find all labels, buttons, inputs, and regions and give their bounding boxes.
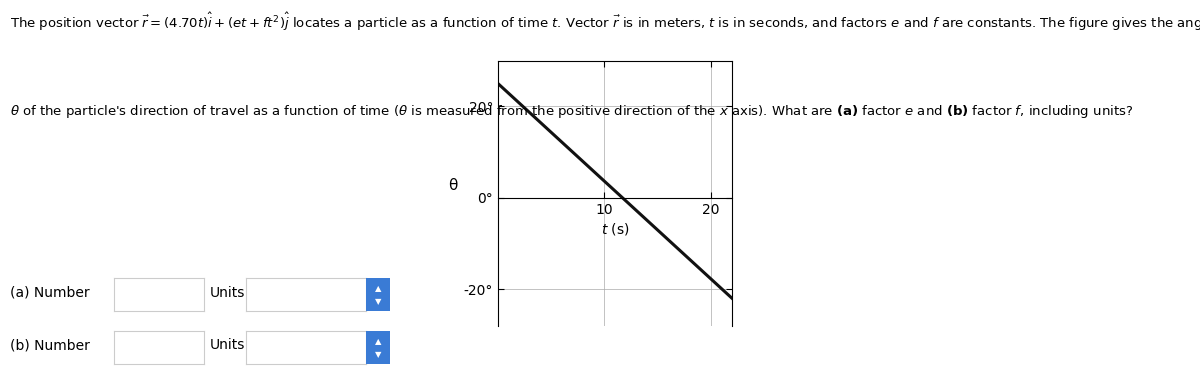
Text: ▼: ▼	[374, 297, 382, 305]
Text: (a) Number: (a) Number	[10, 286, 89, 300]
X-axis label: $t$ (s): $t$ (s)	[601, 221, 629, 237]
Text: ▼: ▼	[374, 350, 382, 359]
Text: $\theta$ of the particle's direction of travel as a function of time ($\theta$ i: $\theta$ of the particle's direction of …	[10, 103, 1133, 120]
Y-axis label: θ: θ	[448, 178, 457, 193]
Text: The position vector $\vec{r} = \left(4.70t\right)\hat{i} + \left(et + ft^2\right: The position vector $\vec{r} = \left(4.7…	[10, 11, 1200, 33]
Text: Units: Units	[210, 286, 245, 300]
Text: Units: Units	[210, 338, 245, 352]
Text: (b) Number: (b) Number	[10, 338, 90, 352]
Text: ▲: ▲	[374, 337, 382, 346]
Text: ▲: ▲	[374, 284, 382, 293]
